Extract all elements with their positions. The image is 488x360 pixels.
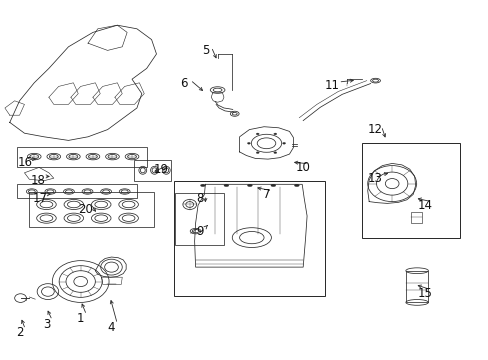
Bar <box>29 192 154 227</box>
Text: 5: 5 <box>201 44 209 57</box>
Bar <box>134 160 171 181</box>
Bar <box>410 212 421 223</box>
Text: 2: 2 <box>16 327 23 339</box>
Text: 10: 10 <box>295 161 310 174</box>
Ellipse shape <box>282 142 285 144</box>
Text: 8: 8 <box>195 192 203 205</box>
Text: 12: 12 <box>367 123 382 136</box>
Ellipse shape <box>200 184 205 186</box>
Bar <box>17 147 146 167</box>
Text: 14: 14 <box>417 199 432 212</box>
Text: 15: 15 <box>417 287 432 300</box>
Ellipse shape <box>247 142 250 144</box>
Text: 20: 20 <box>78 203 93 216</box>
Text: 3: 3 <box>42 318 50 330</box>
Ellipse shape <box>247 184 252 186</box>
Ellipse shape <box>273 152 276 153</box>
Bar <box>173 181 325 296</box>
Text: 18: 18 <box>31 174 45 186</box>
Ellipse shape <box>256 152 259 153</box>
Ellipse shape <box>256 133 259 135</box>
Text: 19: 19 <box>154 163 168 176</box>
Bar <box>17 184 137 198</box>
Bar <box>361 143 459 238</box>
Text: 7: 7 <box>262 188 270 201</box>
Text: 1: 1 <box>77 312 84 325</box>
Ellipse shape <box>224 184 228 186</box>
Text: 17: 17 <box>33 192 48 204</box>
Text: 13: 13 <box>367 172 382 185</box>
Ellipse shape <box>273 133 276 135</box>
Ellipse shape <box>270 184 275 186</box>
Text: 16: 16 <box>18 156 33 169</box>
Bar <box>405 271 427 302</box>
Text: 6: 6 <box>180 77 188 90</box>
Text: 11: 11 <box>325 79 339 92</box>
Ellipse shape <box>294 184 299 186</box>
Text: 9: 9 <box>195 225 203 238</box>
Bar <box>175 193 224 245</box>
Text: 4: 4 <box>107 321 115 334</box>
